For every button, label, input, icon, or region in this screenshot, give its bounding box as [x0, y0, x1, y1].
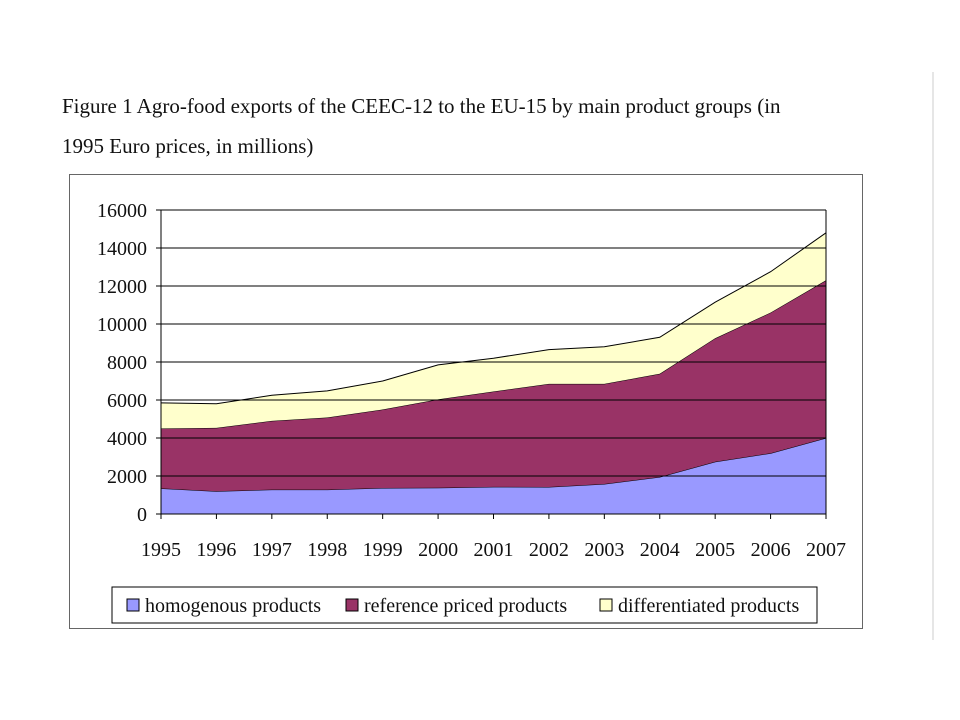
- y-tick-label: 8000: [107, 352, 147, 374]
- y-tick-label: 6000: [107, 390, 147, 412]
- legend-box: [111, 586, 818, 624]
- legend-swatch-homogenous: [126, 598, 140, 612]
- y-tick-label: 16000: [97, 200, 147, 222]
- y-tick-label: 14000: [97, 238, 147, 260]
- x-tick-label: 1995: [141, 539, 181, 561]
- y-tick-label: 10000: [97, 314, 147, 336]
- area-differentiated: [161, 232, 826, 429]
- x-tick-label: 2002: [529, 539, 569, 561]
- x-tick-label: 2004: [640, 539, 680, 561]
- figure-caption-line-2: 1995 Euro prices, in millions): [62, 134, 314, 158]
- chart-frame: 0 2000 4000 6000 8000 10000 12000 14000 16000 199…: [69, 174, 863, 629]
- area-edge-differentiated: [160, 232, 827, 405]
- x-tick-label: 1997: [252, 539, 292, 561]
- y-tick-label: 4000: [107, 428, 147, 450]
- x-tick-label: 2005: [695, 539, 735, 561]
- legend-label-homogenous: homogenous products: [145, 595, 321, 617]
- figure-caption: Figure 1 Agro-food exports of the CEEC-1…: [62, 86, 882, 166]
- x-tick-label: 1998: [307, 539, 347, 561]
- x-tick-label: 2003: [584, 539, 624, 561]
- figure-caption-line-1: Figure 1 Agro-food exports of the CEEC-1…: [62, 94, 781, 118]
- x-tick-label: 2006: [751, 539, 791, 561]
- x-tick-label: 2000: [418, 539, 458, 561]
- x-tick-label: 2007: [806, 539, 846, 561]
- y-tick-label: 2000: [107, 466, 147, 488]
- legend-swatch-differentiated: [599, 598, 613, 612]
- stacked-area-chart: 0 2000 4000 6000 8000 10000 12000 14000 16000 199…: [97, 200, 846, 624]
- legend-label-differentiated: differentiated products: [618, 595, 799, 617]
- legend-swatch-reference: [345, 598, 359, 612]
- area-homogenous: [161, 438, 826, 514]
- legend-label-reference: reference priced products: [364, 595, 567, 617]
- y-tick-label: 12000: [97, 276, 147, 298]
- y-tick-label: 0: [137, 504, 147, 526]
- x-tick-label: 2001: [474, 539, 514, 561]
- x-tick-label: 1999: [363, 539, 403, 561]
- x-tick-label: 1996: [196, 539, 236, 561]
- page-edge-divider: [932, 72, 934, 640]
